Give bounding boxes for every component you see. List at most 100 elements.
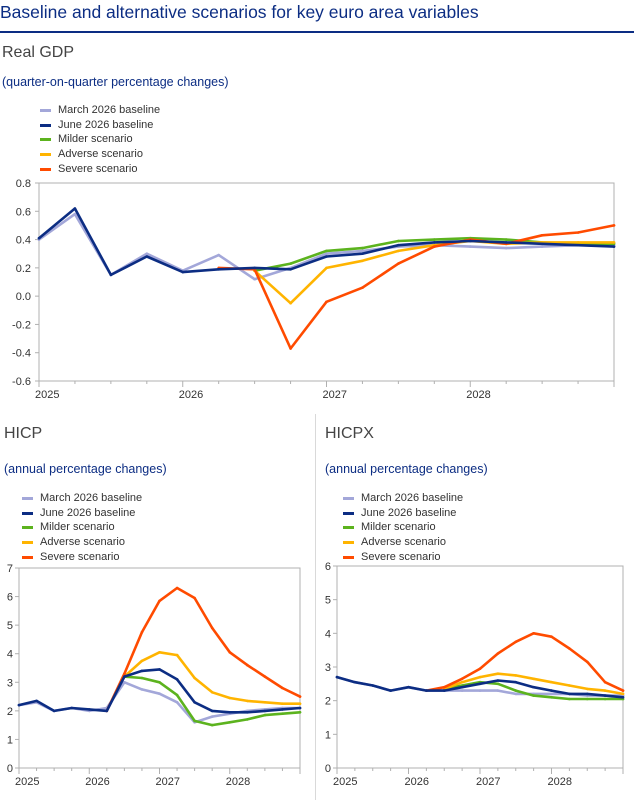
hicpx-point-milder xyxy=(568,697,571,701)
hicpx-point-june-baseline xyxy=(407,685,410,689)
hicp-point-march-baseline xyxy=(140,688,144,691)
legend-label: Severe scenario xyxy=(58,162,138,175)
gdp-y-tick-label: 0.8 xyxy=(16,178,31,190)
hicpx-point-milder xyxy=(532,694,535,697)
hicp-y-tick-label: 3 xyxy=(7,677,13,689)
gdp-point-june-baseline xyxy=(469,239,472,243)
gdp-y-tick-label: 0.6 xyxy=(16,206,31,218)
legend-item: Adverse scenario xyxy=(343,535,463,550)
gdp-y-tick-label: -0.6 xyxy=(12,376,31,388)
hicpx-point-adverse xyxy=(603,689,607,692)
hicp-point-june-baseline xyxy=(281,708,284,711)
hicpx-point-june-baseline xyxy=(568,692,571,696)
hicpx-point-june-baseline xyxy=(353,680,357,684)
legend-swatch xyxy=(22,526,33,530)
hicp-x-tick-label: 2027 xyxy=(156,776,180,788)
hicp-point-adverse xyxy=(281,702,284,705)
hicp-point-march-baseline xyxy=(175,701,179,704)
hicp-point-june-baseline xyxy=(158,668,161,671)
legend-label: March 2026 baseline xyxy=(361,492,464,504)
gdp-y-tick-label: 0.4 xyxy=(16,235,31,247)
hicp-y-tick-label: 5 xyxy=(7,620,13,632)
hicpx-point-march-baseline xyxy=(460,689,464,692)
hicpx-point-adverse xyxy=(478,675,482,679)
legend-item: June 2026 baseline xyxy=(40,118,160,133)
legend-label: June 2026 baseline xyxy=(58,118,154,131)
hicp-point-severe xyxy=(228,651,232,654)
hicp-point-june-baseline xyxy=(17,703,21,707)
gdp-chart: -0.6 -0.4 -0.2 0.0 0.2 0.4 0.6 0.8 2025 2026 2027 2… xyxy=(12,178,616,401)
hicp-point-june-baseline xyxy=(140,669,144,673)
gdp-point-march-baseline xyxy=(253,277,256,281)
hicp-point-june-baseline xyxy=(228,711,232,714)
legend-swatch xyxy=(22,496,33,500)
gdp-point-severe xyxy=(361,286,364,289)
hicpx-point-june-baseline xyxy=(425,689,428,692)
hicp-point-june-baseline xyxy=(210,709,214,713)
legend-label: Severe scenario xyxy=(40,550,120,563)
hicpx-chart: 0 1 2 3 4 5 6 2025 2026 2027 2028 xyxy=(325,561,625,788)
hicp-point-severe xyxy=(298,695,302,698)
hicp-point-june-baseline xyxy=(246,711,249,714)
hicp-point-adverse xyxy=(175,653,179,657)
gdp-point-march-baseline xyxy=(217,253,220,257)
hicp-point-june-baseline xyxy=(298,706,302,710)
gdp-x-tick-label: 2025 xyxy=(35,389,59,401)
legend-swatch xyxy=(40,167,51,171)
legend-label: Milder scenario xyxy=(361,521,436,534)
legend-swatch xyxy=(40,152,51,156)
hicpx-point-adverse xyxy=(532,677,535,681)
gdp-y-tick-label: -0.2 xyxy=(12,319,31,331)
legend-item: March 2026 baseline xyxy=(40,103,160,118)
gdp-y-tick-label: -0.4 xyxy=(12,348,31,360)
hicp-point-severe xyxy=(140,631,144,634)
hicpx-point-june-baseline xyxy=(478,682,482,686)
legend-label: Adverse scenario xyxy=(58,148,143,161)
hicpx-y-tick-label: 1 xyxy=(325,729,331,741)
hicpx-point-severe xyxy=(514,640,518,644)
gdp-point-milder xyxy=(289,262,292,265)
legend-item: June 2026 baseline xyxy=(343,506,463,521)
hicp-point-milder xyxy=(228,721,232,724)
hicpx-panel-subtitle: (annual percentage changes) xyxy=(325,462,488,476)
legend-swatch xyxy=(343,555,354,559)
hicp-series-adverse xyxy=(123,651,302,705)
hicpx-point-june-baseline xyxy=(335,675,339,679)
hicpx-panel-title: HICPX xyxy=(325,425,374,442)
gdp-point-june-baseline xyxy=(253,266,256,270)
hicpx-point-june-baseline xyxy=(532,685,535,689)
hicpx-point-severe xyxy=(603,680,607,684)
gdp-point-march-baseline xyxy=(145,252,149,255)
hicp-point-severe xyxy=(123,672,126,675)
hicpx-point-adverse xyxy=(496,672,500,675)
hicpx-point-adverse xyxy=(514,674,518,677)
gdp-point-march-baseline xyxy=(540,245,544,248)
hicpx-point-adverse xyxy=(586,687,589,691)
hicpx-point-june-baseline xyxy=(550,689,553,692)
gdp-x-tick-label: 2027 xyxy=(323,389,347,401)
hicpx-point-severe xyxy=(621,689,625,692)
hicp-point-milder xyxy=(263,713,267,717)
gdp-x-tick-label: 2026 xyxy=(179,389,203,401)
gdp-point-june-baseline xyxy=(504,241,508,244)
legend-swatch xyxy=(22,540,33,544)
hicpx-point-severe xyxy=(478,667,482,670)
gdp-series-severe xyxy=(217,224,616,350)
hicpx-y-tick-label: 6 xyxy=(325,561,331,573)
gdp-point-milder xyxy=(361,246,364,250)
hicpx-point-severe xyxy=(586,660,589,664)
hicpx-point-march-baseline xyxy=(514,692,518,696)
hicp-point-march-baseline xyxy=(210,715,214,718)
gdp-point-severe xyxy=(540,234,544,237)
hicp-y-tick-label: 1 xyxy=(7,734,13,746)
hicpx-point-march-baseline xyxy=(496,689,500,692)
hicpx-point-june-baseline xyxy=(389,689,392,692)
hicpx-y-tick-label: 2 xyxy=(325,696,331,708)
hicp-plot-frame xyxy=(18,567,301,769)
hicp-point-severe xyxy=(193,596,196,600)
hicp-point-june-baseline xyxy=(52,709,56,713)
legend-item: March 2026 baseline xyxy=(343,491,463,506)
gdp-point-june-baseline xyxy=(289,268,292,271)
gdp-point-adverse xyxy=(289,301,292,305)
hicp-point-severe xyxy=(158,599,161,603)
